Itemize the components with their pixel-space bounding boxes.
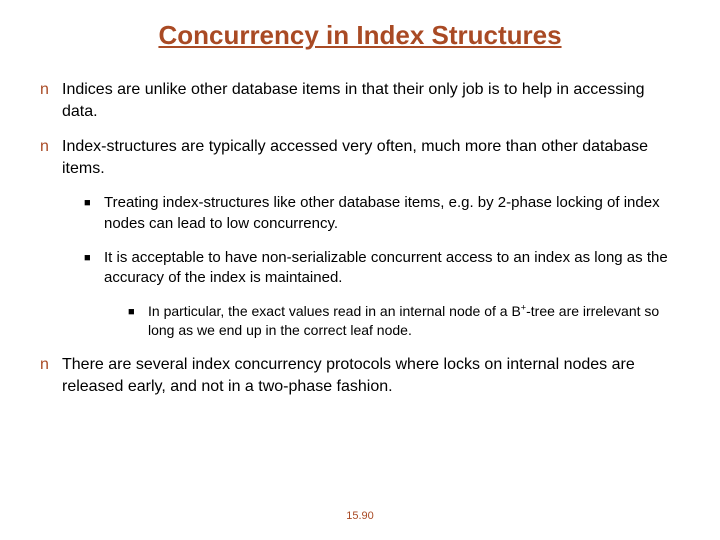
bullet-text: Indices are unlike other database items … xyxy=(62,79,680,122)
slide-title: Concurrency in Index Structures xyxy=(40,20,680,51)
bullet-level1: n Indices are unlike other database item… xyxy=(40,79,680,122)
n-icon: n xyxy=(40,136,62,158)
bullet-level1: n There are several index concurrency pr… xyxy=(40,354,680,397)
bullet-level2: ■ It is acceptable to have non-serializa… xyxy=(84,248,680,289)
text-fragment: In particular, the exact values read in … xyxy=(148,303,521,319)
bullet-level2: ■ Treating index-structures like other d… xyxy=(84,193,680,234)
bullet-text: Treating index-structures like other dat… xyxy=(104,193,680,234)
bullet-level1: n Index-structures are typically accesse… xyxy=(40,136,680,179)
slide-number: 15.90 xyxy=(0,510,720,522)
square-icon: ■ xyxy=(128,302,148,320)
bullet-text: It is acceptable to have non-serializabl… xyxy=(104,248,680,289)
square-icon: ■ xyxy=(84,248,104,266)
bullet-text: In particular, the exact values read in … xyxy=(148,302,680,340)
bullet-level3: ■ In particular, the exact values read i… xyxy=(128,302,680,340)
slide: Concurrency in Index Structures n Indice… xyxy=(0,0,720,540)
bullet-text: There are several index concurrency prot… xyxy=(62,354,680,397)
square-icon: ■ xyxy=(84,193,104,211)
n-icon: n xyxy=(40,79,62,101)
bullet-text: Index-structures are typically accessed … xyxy=(62,136,680,179)
n-icon: n xyxy=(40,354,62,376)
